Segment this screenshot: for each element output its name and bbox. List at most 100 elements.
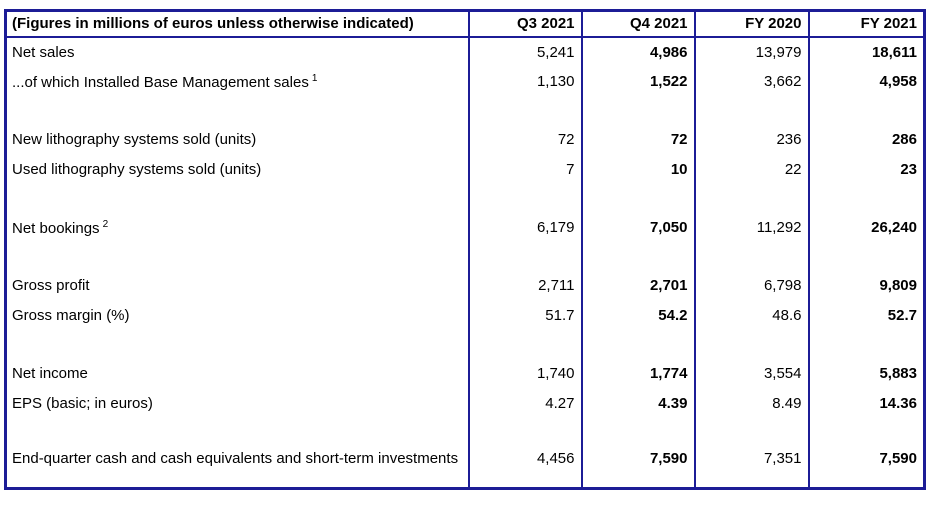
table-row-installed-base-management-sales: ...of which Installed Base Management sa… bbox=[6, 66, 925, 97]
spacer-cell bbox=[467, 96, 582, 125]
spacer-row bbox=[6, 96, 925, 125]
cell-value: 2,711 bbox=[467, 270, 582, 301]
header-row: (Figures in millions of euros unless oth… bbox=[5, 10, 925, 38]
spacer-row bbox=[6, 330, 925, 359]
cell-value: 1,522 bbox=[580, 66, 695, 97]
spacer-cell bbox=[693, 330, 809, 359]
cell-value: 13,979 bbox=[693, 36, 809, 67]
cell-value: 3,662 bbox=[693, 66, 809, 97]
cell-value: 72 bbox=[580, 124, 695, 155]
row-label: New lithography systems sold (units) bbox=[12, 131, 257, 148]
cell-value: 51.7 bbox=[467, 300, 582, 331]
footnote-marker-2: 2 bbox=[102, 218, 109, 230]
cell-value: 54.2 bbox=[580, 300, 695, 331]
row-label: ...of which Installed Base Management sa… bbox=[6, 67, 469, 97]
cell-value: 7 bbox=[467, 154, 582, 185]
row-label: Gross margin (%) bbox=[12, 307, 130, 324]
spacer-cell bbox=[807, 96, 925, 125]
spacer-cell bbox=[807, 330, 925, 359]
table-row-net-bookings: Net bookings 2 6,179 7,050 11,292 26,240 bbox=[6, 212, 925, 243]
cell-value: 52.7 bbox=[807, 300, 925, 331]
column-header-q4-2021: Q4 2021 bbox=[580, 10, 695, 38]
spacer-cell bbox=[807, 184, 925, 213]
column-header-fy-2020: FY 2020 bbox=[693, 10, 809, 38]
cell-value: 48.6 bbox=[693, 300, 809, 331]
spacer-cell bbox=[6, 243, 469, 271]
financial-results-table: (Figures in millions of euros unless oth… bbox=[4, 9, 926, 490]
row-label: Used lithography systems sold (units) bbox=[12, 161, 262, 178]
spacer-cell bbox=[580, 96, 695, 125]
table-row-net-sales: Net sales 5,241 4,986 13,979 18,611 bbox=[6, 36, 925, 67]
row-label-text: ...of which Installed Base Management sa… bbox=[12, 73, 309, 91]
spacer-cell bbox=[6, 331, 469, 359]
spacer-cell bbox=[693, 418, 809, 447]
row-label: EPS (basic; in euros) bbox=[12, 395, 153, 412]
cell-value: 26,240 bbox=[807, 212, 925, 243]
spacer-cell bbox=[693, 242, 809, 271]
cell-value: 10 bbox=[580, 154, 695, 185]
cell-value: 5,883 bbox=[807, 358, 925, 389]
cell-value: 18,611 bbox=[807, 36, 925, 67]
table-row-eps: EPS (basic; in euros) 4.27 4.39 8.49 14.… bbox=[6, 388, 925, 419]
cell-value: 4,986 bbox=[580, 36, 695, 67]
spacer-cell bbox=[580, 242, 695, 271]
table-header: (Figures in millions of euros unless oth… bbox=[5, 10, 925, 38]
cell-value: 286 bbox=[807, 124, 925, 155]
row-label-text: Net bookings bbox=[12, 219, 100, 237]
spacer-cell bbox=[467, 184, 582, 213]
cell-value: 4,958 bbox=[807, 66, 925, 97]
spacer-cell bbox=[467, 242, 582, 271]
row-label: Net sales bbox=[12, 43, 75, 61]
cell-value: 5,241 bbox=[467, 36, 582, 67]
cell-value: 14.36 bbox=[807, 388, 925, 419]
row-label: End-quarter cash and cash equivalents an… bbox=[12, 449, 459, 467]
cell-value: 7,351 bbox=[693, 446, 809, 489]
cell-value: 2,701 bbox=[580, 270, 695, 301]
spacer-row bbox=[6, 418, 925, 447]
table-row-new-lithography-systems: New lithography systems sold (units) 72 … bbox=[6, 124, 925, 155]
spacer-cell bbox=[6, 185, 469, 213]
table-row-used-lithography-systems: Used lithography systems sold (units) 7 … bbox=[6, 154, 925, 185]
footnote-marker-1: 1 bbox=[311, 72, 318, 84]
cell-value: 6,798 bbox=[693, 270, 809, 301]
cell-value: 1,130 bbox=[467, 66, 582, 97]
cell-value: 4.39 bbox=[580, 388, 695, 419]
cell-value: 6,179 bbox=[467, 212, 582, 243]
cell-value: 236 bbox=[693, 124, 809, 155]
spacer-row bbox=[6, 184, 925, 213]
table-row-net-income: Net income 1,740 1,774 3,554 5,883 bbox=[6, 358, 925, 389]
cell-value: 1,740 bbox=[467, 358, 582, 389]
cell-value: 23 bbox=[807, 154, 925, 185]
column-header-fy-2021: FY 2021 bbox=[807, 10, 925, 38]
cell-value: 7,590 bbox=[807, 446, 925, 489]
spacer-row bbox=[6, 242, 925, 271]
spacer-cell bbox=[693, 96, 809, 125]
spacer-cell bbox=[467, 418, 582, 447]
cell-value: 4.27 bbox=[467, 388, 582, 419]
spacer-cell bbox=[807, 242, 925, 271]
table-row-gross-margin: Gross margin (%) 51.7 54.2 48.6 52.7 bbox=[6, 300, 925, 331]
spacer-cell bbox=[693, 184, 809, 213]
cell-value: 8.49 bbox=[693, 388, 809, 419]
row-label: Net bookings 2 bbox=[6, 213, 469, 243]
spacer-cell bbox=[807, 418, 925, 447]
cell-value: 9,809 bbox=[807, 270, 925, 301]
row-label: Net income bbox=[12, 365, 88, 382]
spacer-cell bbox=[580, 184, 695, 213]
cell-value: 22 bbox=[693, 154, 809, 185]
cell-value: 7,050 bbox=[580, 212, 695, 243]
row-label: Gross profit bbox=[12, 277, 90, 294]
spacer-cell bbox=[580, 418, 695, 447]
cell-value: 72 bbox=[467, 124, 582, 155]
cell-value: 11,292 bbox=[693, 212, 809, 243]
column-header-q3-2021: Q3 2021 bbox=[467, 10, 582, 38]
cell-value: 7,590 bbox=[580, 446, 695, 489]
cell-value: 3,554 bbox=[693, 358, 809, 389]
spacer-cell bbox=[6, 419, 469, 447]
cell-value: 1,774 bbox=[580, 358, 695, 389]
header-figures-note: (Figures in millions of euros unless oth… bbox=[5, 10, 469, 38]
spacer-cell bbox=[580, 330, 695, 359]
table-row-gross-profit: Gross profit 2,711 2,701 6,798 9,809 bbox=[6, 270, 925, 301]
cell-value: 4,456 bbox=[467, 446, 582, 489]
table-row-end-quarter-cash: End-quarter cash and cash equivalents an… bbox=[6, 446, 925, 489]
